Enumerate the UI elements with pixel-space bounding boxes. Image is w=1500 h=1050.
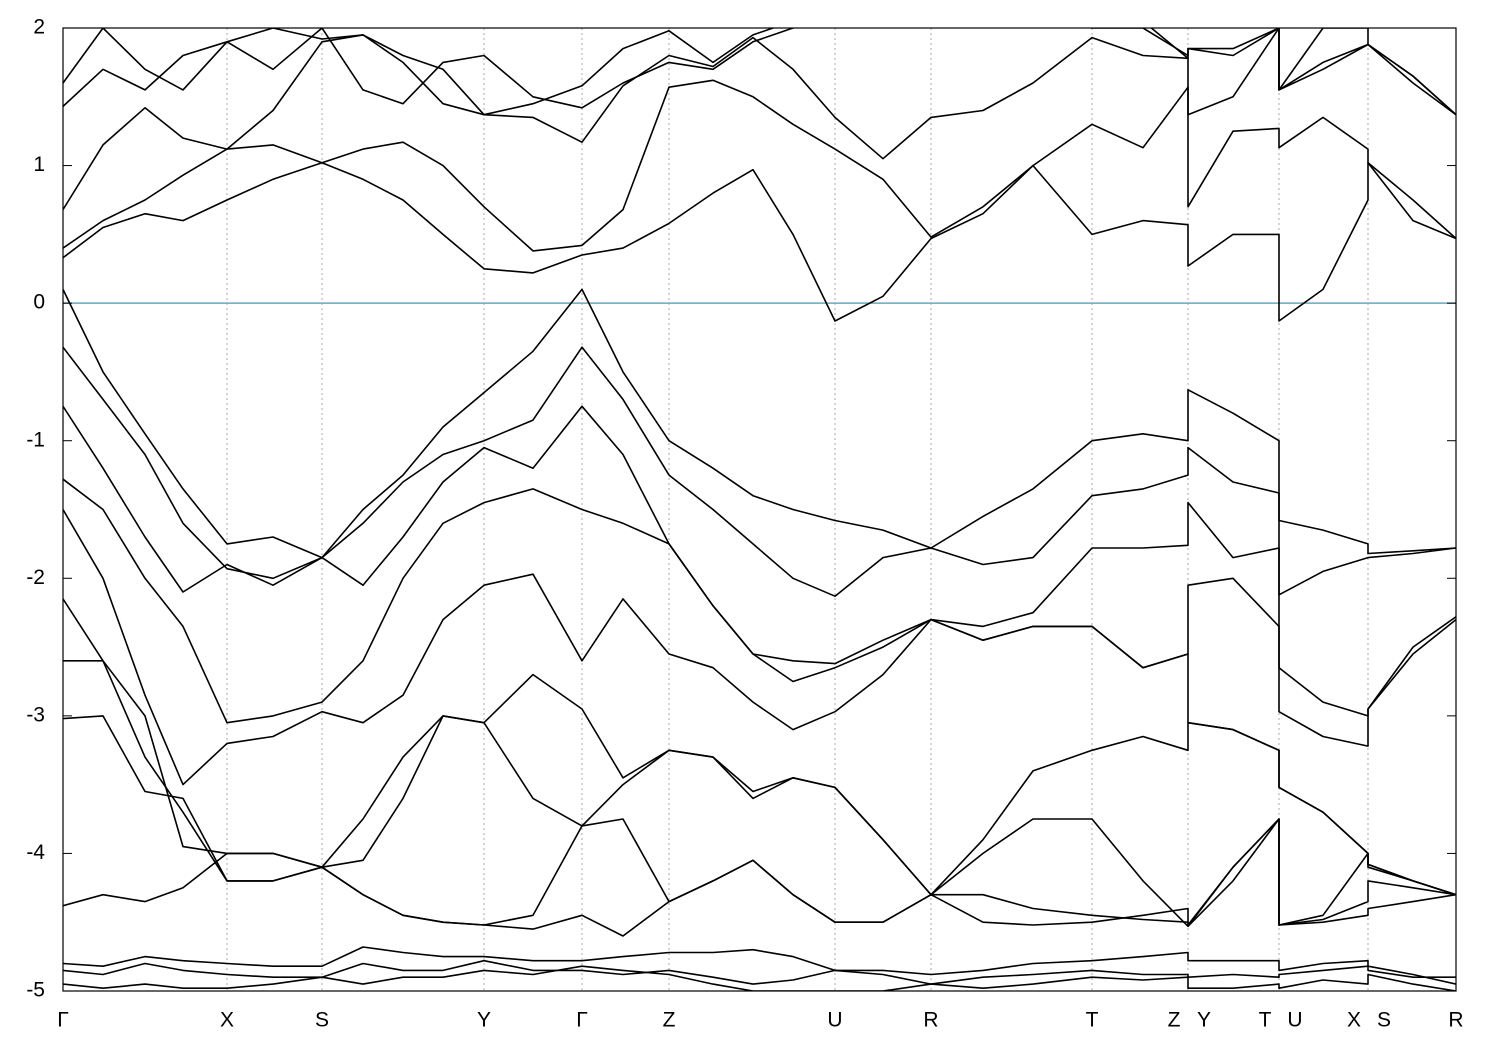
- band-line: [63, 28, 1456, 116]
- x-tick-label: S: [1377, 1009, 1391, 1032]
- x-tick-label: Y: [1197, 1009, 1211, 1032]
- x-tick-label: Γ: [57, 1009, 69, 1032]
- band-line: [63, 346, 1456, 597]
- band-line: [63, 965, 1456, 991]
- y-tick-label: -4: [26, 841, 45, 864]
- y-tick-label: -2: [26, 566, 45, 589]
- band-line: [63, 946, 1456, 985]
- y-tick-label: -5: [26, 979, 45, 1002]
- band-line: [63, 478, 1456, 747]
- band-line: [63, 509, 1456, 896]
- x-tick-label: R: [1448, 1009, 1463, 1032]
- x-tick-label: Z: [1168, 1009, 1181, 1032]
- band-line: [63, 28, 1456, 211]
- x-tick-label: T: [1086, 1009, 1099, 1032]
- band-line: [63, 288, 1456, 559]
- x-tick-label: X: [1347, 1009, 1361, 1032]
- bands: [63, 28, 1456, 991]
- band-line: [63, 79, 1456, 252]
- grid: [62, 28, 1457, 991]
- x-tick-label: T: [1259, 1009, 1272, 1032]
- y-tick-label: -1: [26, 428, 45, 451]
- x-tick-label: Z: [663, 1009, 676, 1032]
- x-tick-label: S: [315, 1009, 329, 1032]
- band-line: [63, 818, 1456, 937]
- x-tick-label: U: [827, 1009, 842, 1032]
- band-line: [63, 405, 1456, 717]
- x-tick-label: Y: [477, 1009, 491, 1032]
- plot-frame: [62, 27, 1457, 992]
- y-tick-label: 2: [33, 16, 45, 39]
- band-line: [63, 959, 1456, 985]
- y-tick-label: 1: [33, 153, 45, 176]
- x-tick-label: X: [220, 1009, 234, 1032]
- y-tick-label: -3: [26, 703, 45, 726]
- band-line: [63, 598, 1456, 928]
- x-tick-label: Γ: [576, 1009, 588, 1032]
- band-line: [63, 28, 1456, 116]
- band-line: [63, 162, 1456, 322]
- x-tick-label: U: [1287, 1009, 1302, 1032]
- y-tick-label: 0: [33, 291, 45, 314]
- band-line: [63, 715, 1456, 926]
- band-line: [63, 660, 1456, 926]
- x-tick-label: R: [923, 1009, 938, 1032]
